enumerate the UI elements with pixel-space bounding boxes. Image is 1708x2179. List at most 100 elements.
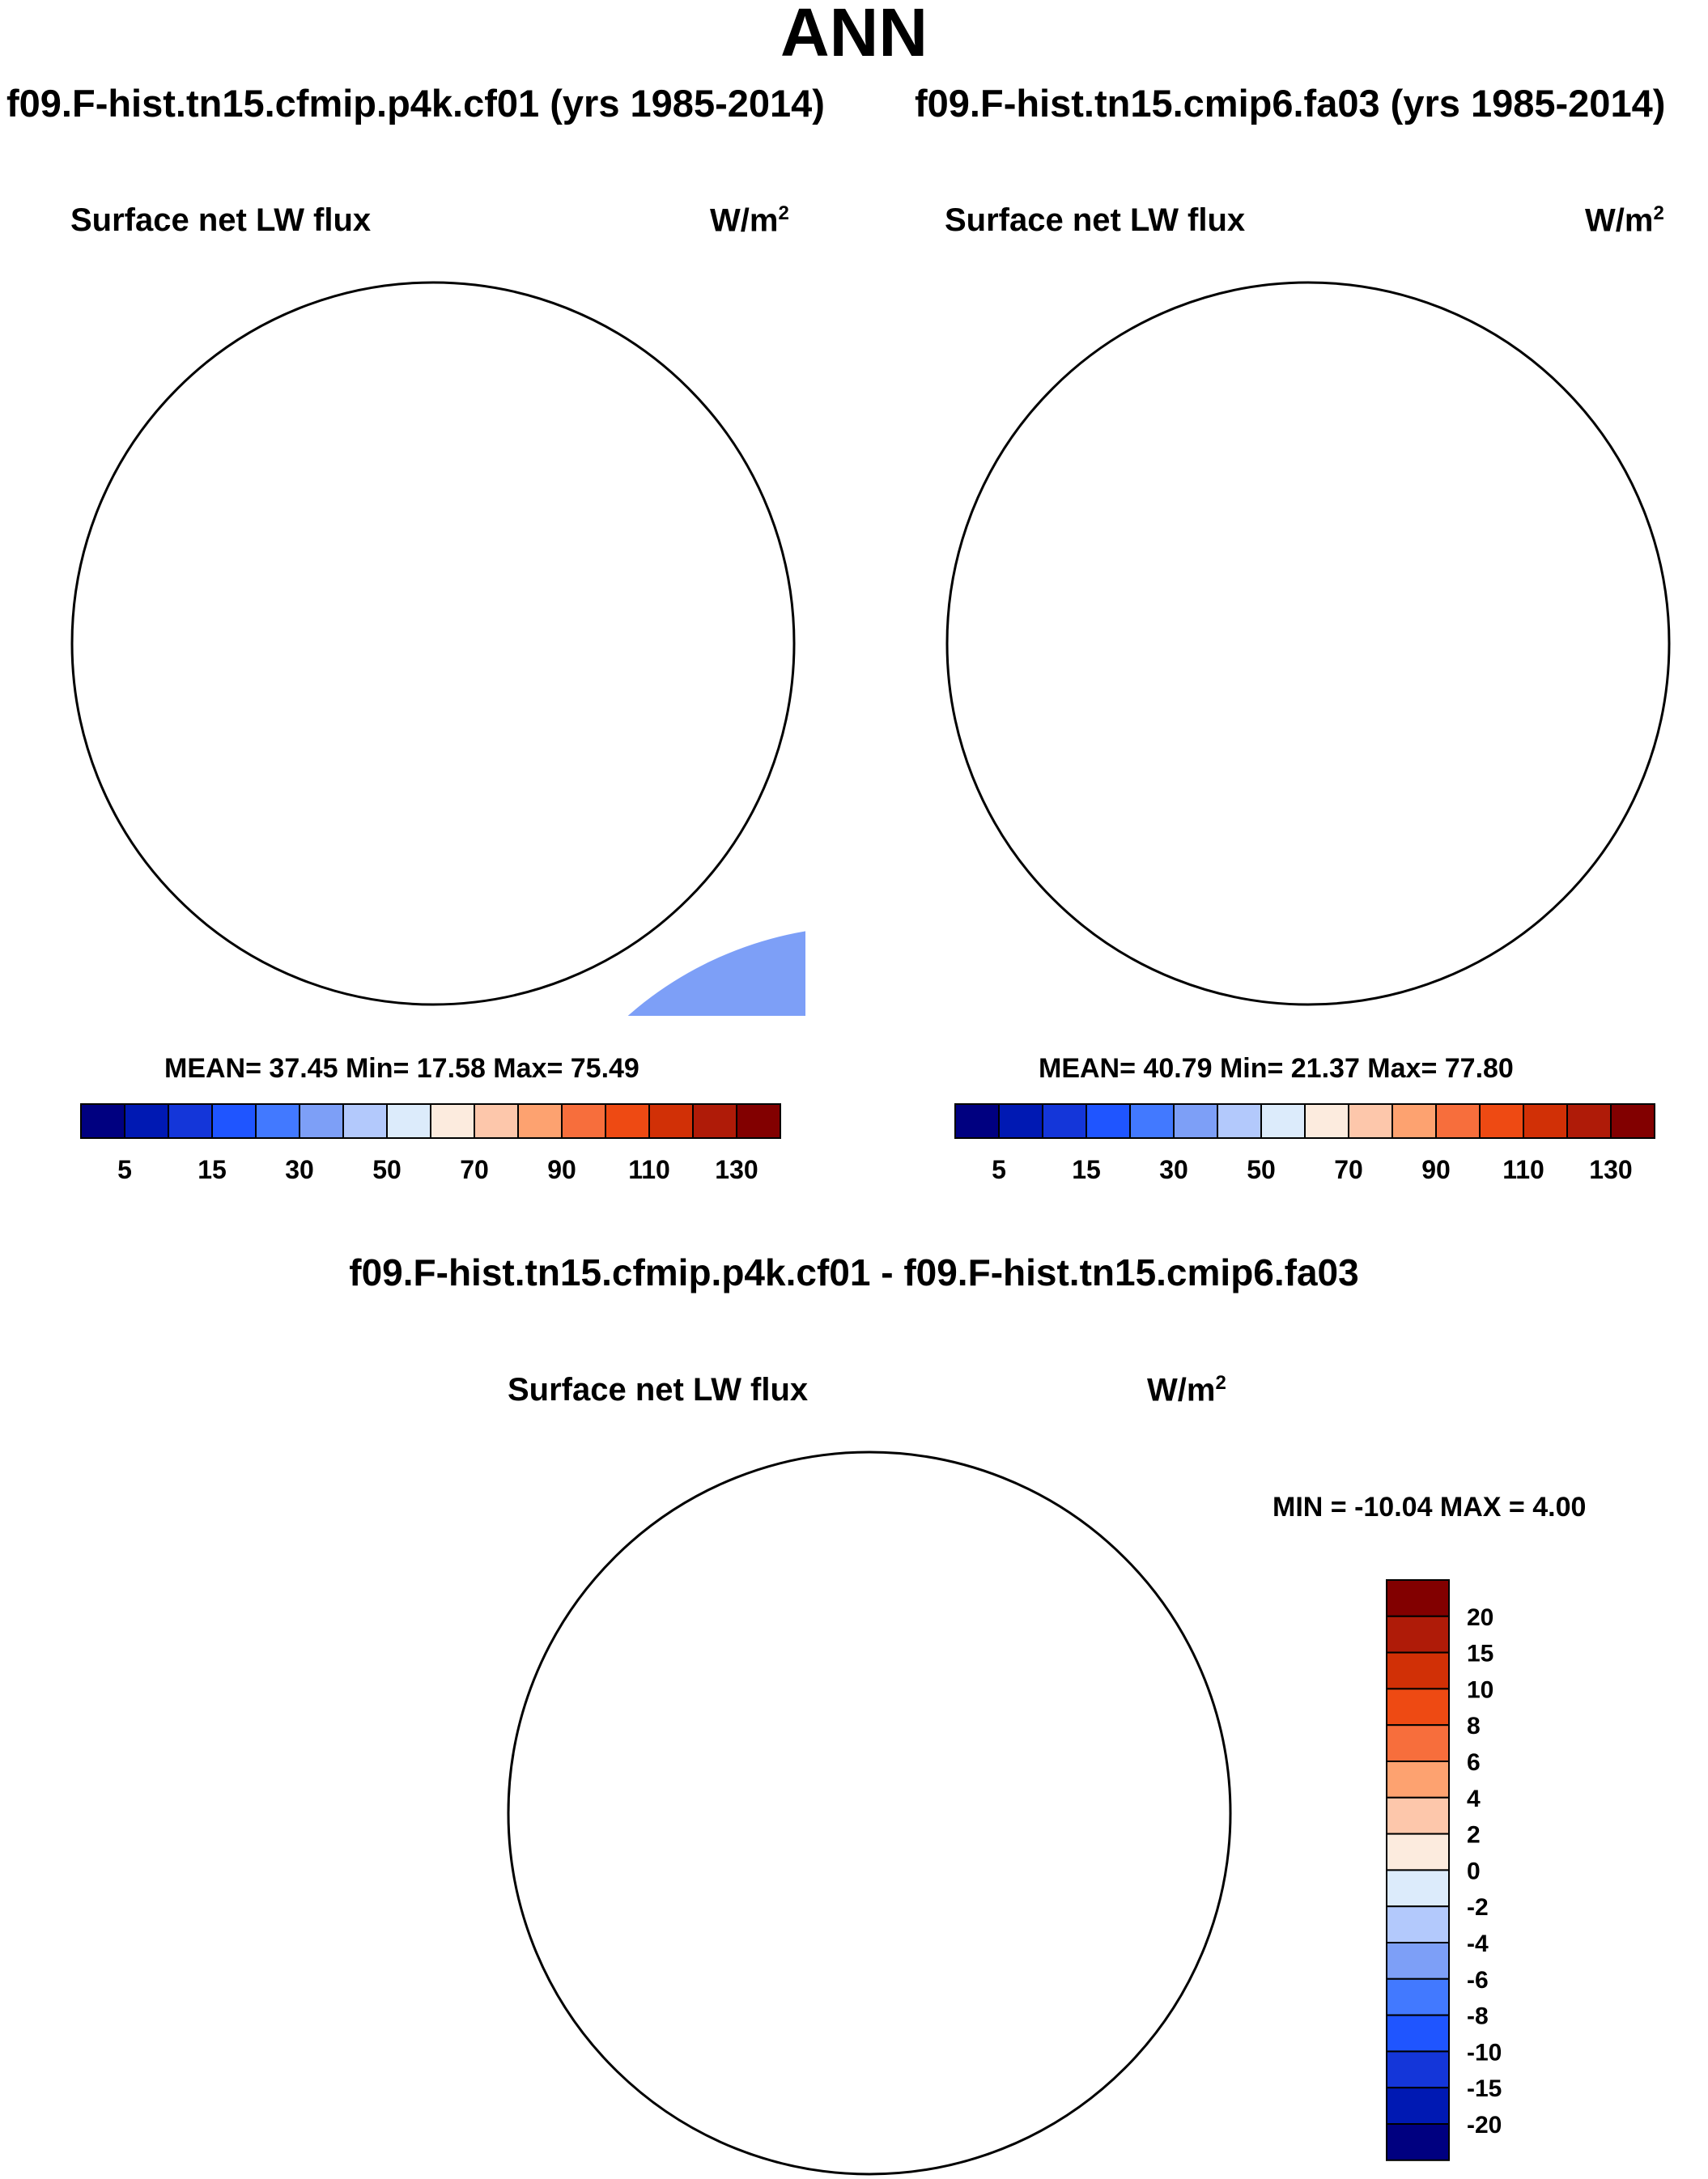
colorbar-box xyxy=(430,1103,475,1139)
colorbar-tick-label: 15 xyxy=(198,1155,227,1184)
colorbar-box xyxy=(80,1103,125,1139)
panel-1-colorbar: 5 15 30 50 70 90 110 130 xyxy=(80,1103,781,1184)
panel-1-variable-label: Surface net LW flux xyxy=(70,202,372,238)
colorbar-box xyxy=(1523,1103,1568,1139)
colorbar-box xyxy=(1386,1615,1450,1654)
colorbar-box xyxy=(1386,1869,1450,1908)
colorbar-box xyxy=(1173,1103,1218,1139)
colorbar-tick-label: 0 xyxy=(1467,1858,1481,1884)
panel-2-colorbar: 5 15 30 50 70 90 110 130 xyxy=(954,1103,1655,1184)
colorbar-box xyxy=(1386,1905,1450,1943)
panel-1-case-title: f09.F-hist.tn15.cfmip.p4k.cf01 (yrs 1985… xyxy=(6,82,825,125)
panel-1-units: W/m2 xyxy=(710,202,789,239)
colorbar-box xyxy=(1479,1103,1524,1139)
panel-2-variable-label: Surface net LW flux xyxy=(945,202,1246,238)
colorbar-box xyxy=(692,1103,737,1139)
colorbar-tick-label: -4 xyxy=(1467,1931,1489,1957)
colorbar-tick-label: -15 xyxy=(1467,2075,1502,2102)
colorbar-box xyxy=(342,1103,388,1139)
panel-3-variable-label: Surface net LW flux xyxy=(508,1372,809,1408)
colorbar-box xyxy=(1386,2050,1450,2089)
colorbar-tick-label: -20 xyxy=(1467,2112,1502,2139)
colorbar-box xyxy=(517,1103,563,1139)
colorbar-tick-label: 130 xyxy=(1589,1155,1632,1184)
colorbar-tick-label: 20 xyxy=(1467,1604,1493,1631)
colorbar-box xyxy=(1435,1103,1481,1139)
colorbar-tick-label: 15 xyxy=(1467,1641,1493,1667)
colorbar-tick-label: 4 xyxy=(1467,1786,1481,1812)
panel-3-map xyxy=(497,1441,1242,2179)
colorbar-box xyxy=(1386,1724,1450,1762)
colorbar-tick-label: -10 xyxy=(1467,2039,1502,2066)
colorbar-box xyxy=(1566,1103,1612,1139)
colorbar-tick-label: 70 xyxy=(1334,1155,1363,1184)
panel-2-stats: MEAN= 40.79 Min= 21.37 Max= 77.80 xyxy=(1039,1053,1514,1084)
colorbar-box xyxy=(1386,2087,1450,2125)
panel-3-units: W/m2 xyxy=(1147,1372,1226,1408)
colorbar-tick-label: -8 xyxy=(1467,2003,1489,2030)
colorbar-box xyxy=(1086,1103,1131,1139)
colorbar-tick-label: 110 xyxy=(1502,1155,1544,1184)
panel-3-stats: MIN = -10.04 MAX = 4.00 xyxy=(1273,1492,1587,1523)
colorbar-box xyxy=(998,1103,1043,1139)
colorbar-tick-label: 50 xyxy=(372,1155,402,1184)
colorbar-tick-label: 6 xyxy=(1467,1749,1481,1776)
panel-1-stats: MEAN= 37.45 Min= 17.58 Max= 75.49 xyxy=(164,1053,639,1084)
colorbar-box xyxy=(474,1103,519,1139)
colorbar-tick-label: 10 xyxy=(1467,1676,1493,1703)
colorbar-tick-label: 90 xyxy=(547,1155,576,1184)
colorbar-tick-label: 15 xyxy=(1072,1155,1101,1184)
colorbar-box xyxy=(1386,2014,1450,2053)
colorbar-box xyxy=(1386,2123,1450,2161)
colorbar-box xyxy=(1386,1651,1450,1690)
colorbar-box xyxy=(1386,1977,1450,2016)
panel-2-units: W/m2 xyxy=(1585,202,1664,239)
colorbar-box xyxy=(168,1103,213,1139)
colorbar-box xyxy=(1386,1579,1450,1617)
panel-3-map-border xyxy=(507,1451,1232,2176)
panel-1-map-border xyxy=(70,281,796,1006)
figure-title: ANN xyxy=(780,0,928,70)
colorbar-tick-label: 5 xyxy=(992,1155,1006,1184)
colorbar-box xyxy=(1129,1103,1175,1139)
colorbar-box xyxy=(386,1103,431,1139)
panel-2-map xyxy=(936,271,1680,1016)
difference-case-title: f09.F-hist.tn15.cfmip.p4k.cf01 - f09.F-h… xyxy=(349,1251,1359,1293)
colorbar-box xyxy=(255,1103,300,1139)
colorbar-tick-label: 90 xyxy=(1421,1155,1451,1184)
colorbar-box xyxy=(605,1103,650,1139)
panel-1-map xyxy=(505,926,805,1016)
colorbar-tick-label: 50 xyxy=(1247,1155,1276,1184)
colorbar-tick-label: 110 xyxy=(628,1155,670,1184)
panel-2-case-title: f09.F-hist.tn15.cmip6.fa03 (yrs 1985-201… xyxy=(915,82,1666,125)
panel-2-map-border xyxy=(945,281,1671,1006)
colorbar-box xyxy=(299,1103,344,1139)
colorbar-tick-label: 5 xyxy=(117,1155,132,1184)
colorbar-box xyxy=(1348,1103,1393,1139)
colorbar-box xyxy=(1386,1942,1450,1980)
colorbar-tick-label: -2 xyxy=(1467,1894,1489,1921)
colorbar-box xyxy=(736,1103,781,1139)
colorbar-box xyxy=(1304,1103,1349,1139)
colorbar-box xyxy=(1391,1103,1437,1139)
colorbar-tick-label: -6 xyxy=(1467,1967,1489,1994)
colorbar-box xyxy=(1386,1688,1450,1727)
colorbar-tick-label: 2 xyxy=(1467,1822,1481,1849)
colorbar-box xyxy=(954,1103,1000,1139)
colorbar-box xyxy=(648,1103,694,1139)
colorbar-tick-label: 8 xyxy=(1467,1713,1481,1739)
colorbar-box xyxy=(124,1103,169,1139)
colorbar-box xyxy=(1386,1833,1450,1871)
colorbar-box xyxy=(1042,1103,1087,1139)
colorbar-box xyxy=(1260,1103,1306,1139)
colorbar-box xyxy=(561,1103,606,1139)
colorbar-tick-label: 70 xyxy=(460,1155,489,1184)
colorbar-box xyxy=(1610,1103,1655,1139)
colorbar-tick-label: 30 xyxy=(285,1155,314,1184)
colorbar-box xyxy=(1386,1761,1450,1799)
colorbar-tick-label: 30 xyxy=(1159,1155,1188,1184)
colorbar-box xyxy=(1217,1103,1262,1139)
colorbar-box xyxy=(211,1103,257,1139)
